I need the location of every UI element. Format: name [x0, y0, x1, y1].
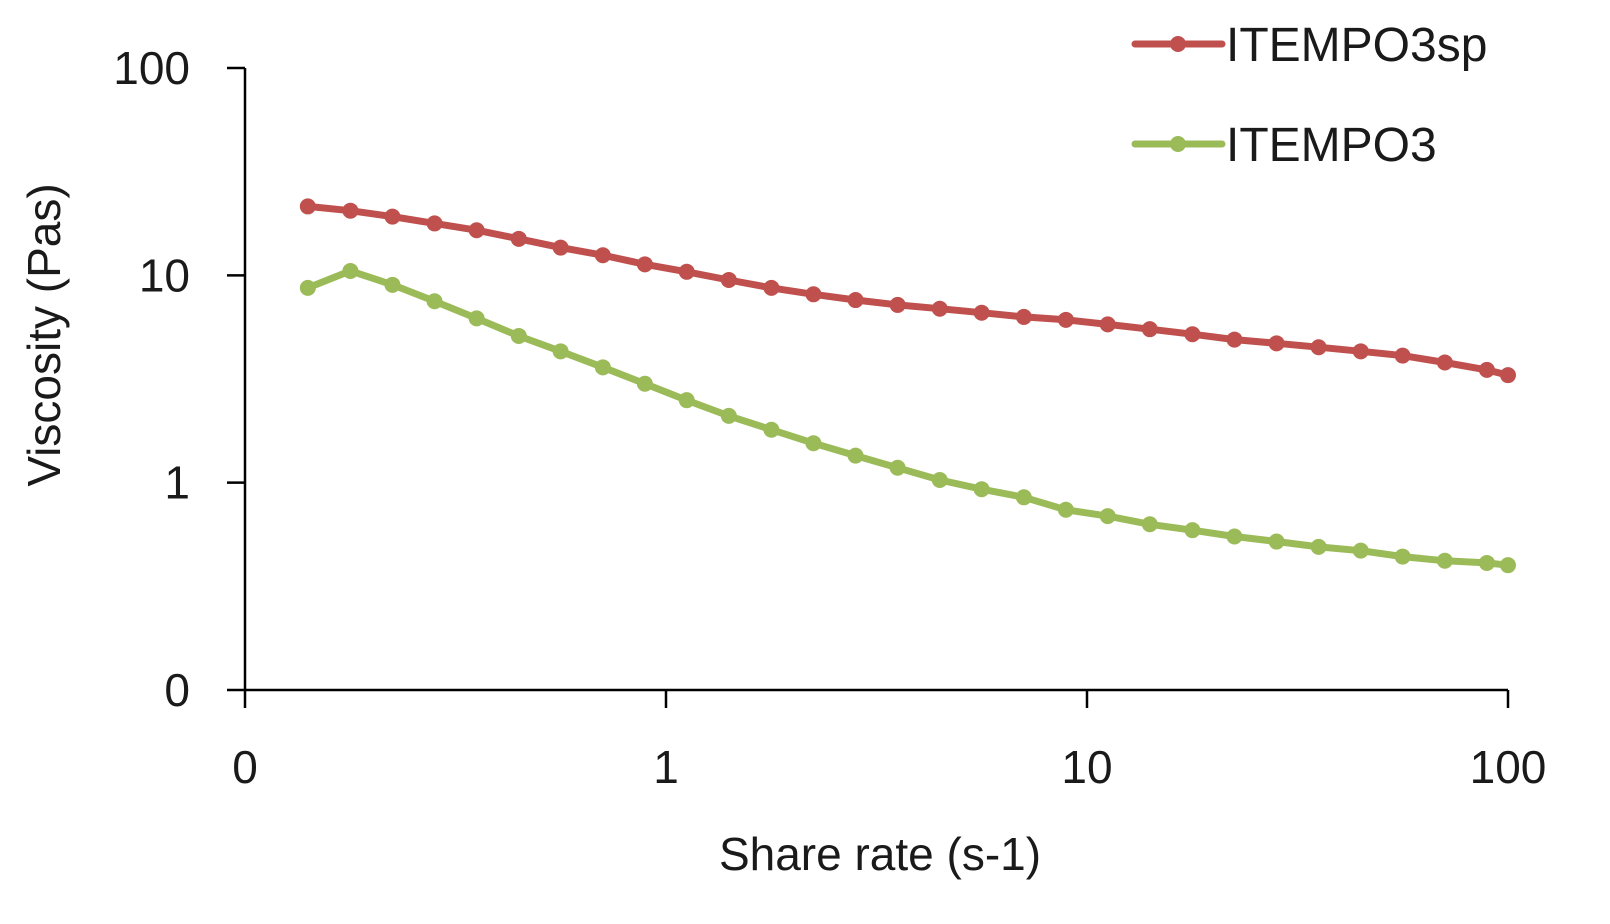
x-tick-label: 1 — [653, 741, 679, 793]
data-point — [1436, 552, 1453, 569]
y-tick-label: 0 — [164, 664, 190, 716]
data-point — [678, 392, 695, 409]
data-point — [552, 343, 569, 360]
chart-axes: 0 1 10 100 0 1 10 100 — [113, 42, 1546, 793]
data-point — [1184, 326, 1201, 343]
y-tick-label: 1 — [164, 457, 190, 509]
data-point — [426, 215, 443, 232]
data-point — [763, 279, 780, 296]
legend-label: ITEMPO3sp — [1226, 19, 1487, 72]
data-point — [1352, 542, 1369, 559]
data-point — [1057, 311, 1074, 328]
data-point — [426, 293, 443, 310]
data-point — [805, 286, 822, 303]
data-point — [510, 230, 527, 247]
data-point — [1268, 335, 1285, 352]
y-tick-label: 100 — [113, 42, 190, 94]
data-point — [847, 292, 864, 309]
data-point — [342, 262, 359, 279]
data-point — [299, 279, 316, 296]
data-point — [1141, 321, 1158, 338]
data-point — [720, 271, 737, 288]
data-point — [1500, 367, 1516, 384]
data-point — [384, 208, 401, 225]
data-point — [805, 435, 822, 452]
y-tick-label: 10 — [139, 249, 190, 301]
data-point — [1184, 522, 1201, 539]
x-tick-label: 100 — [1470, 741, 1547, 793]
data-point — [468, 310, 485, 327]
data-point — [720, 407, 737, 424]
x-tick-label: 10 — [1061, 741, 1112, 793]
data-point — [889, 459, 906, 476]
y-axis-title: Viscosity (Pas) — [18, 183, 70, 486]
legend-swatch-marker — [1170, 136, 1186, 152]
x-axis-ticks: 0 1 10 100 — [232, 690, 1546, 793]
legend-item: ITEMPO3sp — [1131, 19, 1487, 72]
legend-label: ITEMPO3 — [1226, 119, 1437, 172]
legend-item: ITEMPO3 — [1131, 119, 1437, 172]
data-point — [1500, 557, 1516, 574]
series-itempo3sp — [299, 198, 1516, 384]
data-point — [1226, 528, 1243, 545]
data-point — [1268, 533, 1285, 550]
data-point — [510, 327, 527, 344]
data-point — [931, 472, 948, 489]
data-point — [636, 256, 653, 273]
data-point — [763, 421, 780, 438]
data-point — [847, 447, 864, 464]
series-line — [304, 267, 1512, 569]
data-point — [1057, 501, 1074, 518]
data-point — [1436, 354, 1453, 371]
data-point — [636, 375, 653, 392]
series-itempo3 — [299, 262, 1516, 574]
data-point — [1478, 554, 1495, 571]
data-point — [1478, 361, 1495, 378]
data-point — [1099, 508, 1116, 525]
data-point — [973, 304, 990, 321]
data-point — [1015, 308, 1032, 325]
data-point — [594, 247, 611, 264]
data-point — [384, 276, 401, 293]
data-point — [1015, 489, 1032, 506]
data-point — [1141, 516, 1158, 533]
data-point — [1310, 538, 1327, 555]
data-point — [1352, 343, 1369, 360]
data-point — [299, 198, 316, 215]
data-point — [1394, 548, 1411, 565]
data-point — [552, 239, 569, 256]
data-point — [678, 263, 695, 280]
data-point — [594, 359, 611, 376]
legend-swatch-marker — [1170, 36, 1186, 52]
legend: ITEMPO3sp ITEMPO3 — [1131, 19, 1487, 172]
data-point — [931, 300, 948, 317]
data-point — [1310, 339, 1327, 356]
series-line — [304, 202, 1512, 379]
data-point — [468, 222, 485, 239]
data-point — [1394, 347, 1411, 364]
plot-area — [299, 198, 1516, 574]
x-tick-label: 0 — [232, 741, 258, 793]
y-axis-ticks: 0 1 10 100 — [113, 42, 245, 716]
data-point — [1099, 316, 1116, 333]
data-point — [1226, 331, 1243, 348]
data-point — [889, 296, 906, 313]
data-point — [973, 481, 990, 498]
data-point — [342, 202, 359, 219]
x-axis-title: Share rate (s-1) — [719, 828, 1041, 880]
